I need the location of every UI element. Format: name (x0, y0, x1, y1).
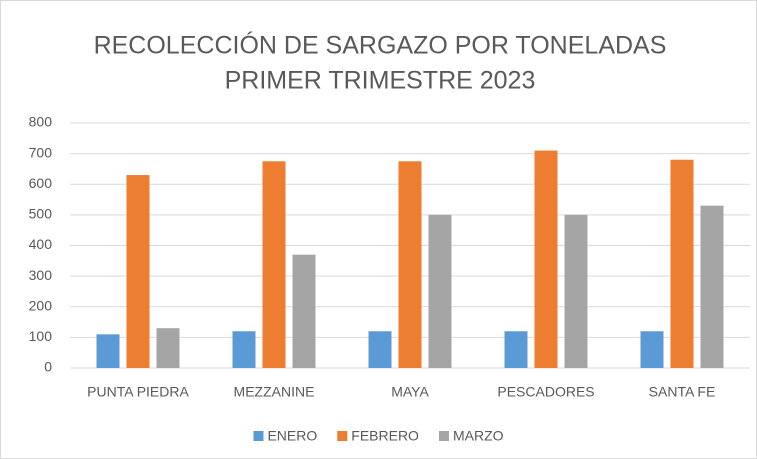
x-tick-label: PUNTA PIEDRA (87, 384, 189, 400)
bar (700, 205, 724, 368)
bar (428, 214, 452, 368)
bar (96, 334, 120, 368)
y-tick-label: 200 (29, 297, 53, 313)
bar (504, 331, 528, 368)
y-tick-label: 800 (29, 114, 53, 130)
legend-label: FEBRERO (351, 428, 419, 444)
bar (126, 175, 150, 368)
x-tick-label: MEZZANINE (234, 384, 315, 400)
x-tick-label: MAYA (391, 384, 429, 400)
y-tick-label: 300 (29, 267, 53, 283)
bar (232, 331, 256, 368)
y-tick-label: 700 (29, 144, 53, 160)
bar (640, 331, 664, 368)
bar (292, 254, 316, 368)
chart-subtitle: PRIMER TRIMESTRE 2023 (225, 67, 536, 95)
bar (534, 150, 558, 368)
y-tick-label: 100 (29, 328, 53, 344)
legend-label: ENERO (267, 428, 317, 444)
legend-swatch (337, 431, 348, 441)
bar (368, 331, 392, 368)
x-tick-label: SANTA FE (649, 384, 716, 400)
bar (564, 214, 588, 368)
x-tick-label: PESCADORES (497, 384, 594, 400)
bar (670, 159, 694, 368)
legend-swatch (438, 431, 449, 441)
y-tick-label: 0 (44, 359, 52, 375)
bar (262, 161, 286, 368)
legend-swatch (253, 431, 264, 441)
chart-title: RECOLECCIÓN DE SARGAZO POR TONELADAS (94, 31, 667, 60)
legend-label: MARZO (453, 428, 504, 444)
y-tick-label: 600 (29, 175, 53, 191)
bar (156, 328, 180, 368)
bar (398, 161, 422, 368)
y-tick-label: 400 (29, 236, 53, 252)
y-tick-label: 500 (29, 206, 53, 222)
